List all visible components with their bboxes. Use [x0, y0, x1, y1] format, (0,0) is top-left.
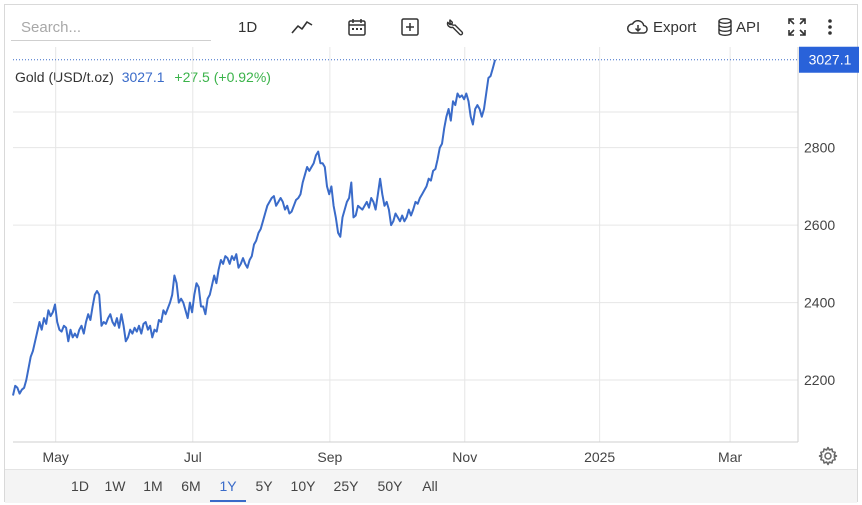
y-tick-label: 2800	[804, 140, 835, 156]
x-tick-label: Nov	[452, 449, 477, 465]
chart-widget: 1D	[4, 4, 859, 503]
instrument-name: Gold (USD/t.oz)	[15, 69, 114, 85]
fullscreen-icon	[788, 18, 806, 36]
range-button-1w[interactable]: 1W	[104, 478, 126, 494]
interval-button[interactable]: 1D	[238, 15, 257, 39]
price-change: +27.5 (+0.92%)	[174, 69, 271, 85]
price-chart[interactable]: 2200 2400 2600 2800 May Jul Sep Nov 2025 Mar 3027.…	[5, 5, 859, 469]
range-button-5y[interactable]: 5Y	[255, 478, 273, 494]
x-tick-label: Sep	[317, 449, 342, 465]
range-button-50y[interactable]: 50Y	[377, 478, 403, 494]
calendar-icon	[348, 19, 366, 36]
toolbar: 1D	[5, 5, 859, 47]
gear-icon[interactable]	[818, 446, 838, 466]
add-box-icon	[401, 18, 419, 36]
x-tick-label: May	[42, 449, 68, 465]
quote-header: Gold (USD/t.oz) 3027.1 +27.5 (+0.92%)	[15, 69, 271, 85]
x-tick-label: Jul	[184, 449, 202, 465]
interval-label: 1D	[238, 18, 258, 36]
x-tick-label: Mar	[718, 449, 742, 465]
export-label: Export	[653, 18, 697, 36]
wrench-icon	[446, 19, 464, 36]
more-vertical-icon	[828, 19, 832, 35]
last-price-tag	[799, 46, 859, 73]
database-icon	[718, 18, 732, 36]
add-indicator-button[interactable]	[400, 15, 420, 39]
y-tick-label: 2200	[804, 372, 835, 388]
date-range-button[interactable]	[347, 15, 367, 39]
fullscreen-button[interactable]	[787, 15, 807, 39]
chart-type-button[interactable]	[291, 15, 313, 39]
range-button-10y[interactable]: 10Y	[290, 478, 316, 494]
range-button-1d[interactable]: 1D	[71, 478, 89, 494]
range-button-all[interactable]: All	[422, 478, 438, 494]
line-chart-icon	[291, 21, 313, 34]
more-menu-button[interactable]	[826, 15, 834, 39]
range-selector: 1D 1W 1M 6M 1Y 5Y 10Y 25Y 50Y All	[5, 469, 857, 503]
last-price-tag-label: 3027.1	[809, 52, 852, 68]
price-series-line	[12, 59, 497, 396]
x-tick-label: 2025	[584, 449, 615, 465]
cloud-download-icon	[627, 20, 648, 34]
range-button-1y[interactable]: 1Y	[210, 470, 246, 502]
range-button-25y[interactable]: 25Y	[333, 478, 359, 494]
range-button-6m[interactable]: 6M	[181, 478, 201, 494]
y-tick-label: 2600	[804, 217, 835, 233]
settings-tool-button[interactable]	[446, 15, 466, 39]
api-button[interactable]: API	[717, 15, 760, 39]
y-tick-label: 2400	[804, 295, 835, 311]
export-button[interactable]: Export	[626, 15, 696, 39]
last-price: 3027.1	[121, 69, 165, 85]
search-input[interactable]	[11, 15, 211, 41]
api-label: API	[736, 18, 761, 36]
range-button-1m[interactable]: 1M	[143, 478, 163, 494]
